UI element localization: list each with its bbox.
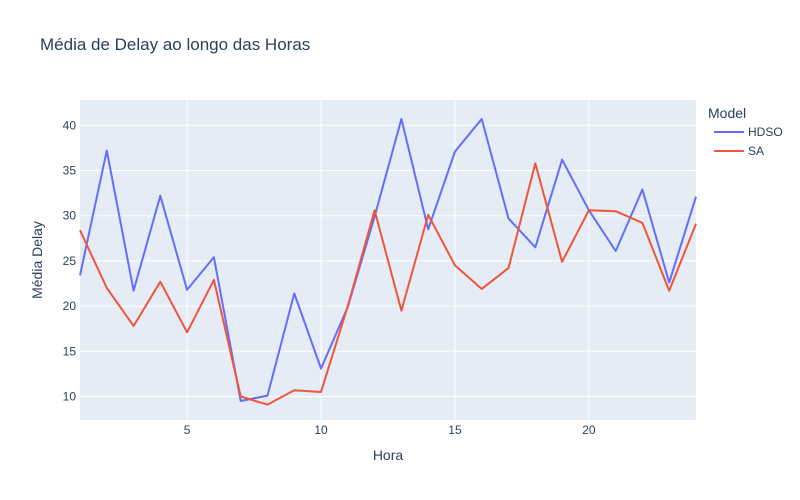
y-tick-label: 40 [63, 118, 77, 132]
legend: Model HDSO SA [708, 105, 783, 158]
y-tick-label: 25 [63, 254, 77, 268]
series-lines [79, 118, 697, 406]
y-tick-label: 15 [63, 344, 77, 358]
gridlines [80, 100, 696, 420]
series-line-sa [79, 162, 697, 406]
x-tick-label: 10 [314, 423, 328, 437]
x-axis-label: Hora [373, 447, 404, 463]
y-axis-label: Média Delay [29, 221, 45, 299]
legend-label-hdso: HDSO [748, 125, 783, 139]
x-tick-label: 5 [184, 423, 191, 437]
y-tick-label: 35 [63, 164, 77, 178]
y-tick-label: 10 [63, 389, 77, 403]
x-tick-label: 20 [582, 423, 596, 437]
legend-label-sa: SA [748, 144, 764, 158]
y-tick-label: 20 [63, 299, 77, 313]
y-tick-label: 30 [63, 209, 77, 223]
legend-title: Model [708, 105, 746, 121]
x-tick-label: 15 [448, 423, 462, 437]
tick-labels: 10 15 20 25 30 35 40 5 10 15 20 [63, 118, 596, 437]
chart-title: Média de Delay ao longo das Horas [40, 35, 310, 54]
series-line-hdso [79, 118, 697, 402]
